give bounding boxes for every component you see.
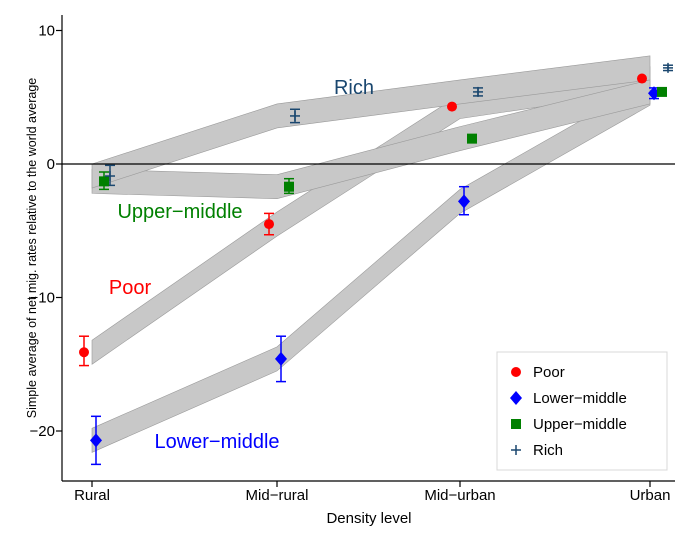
point-rich-mid-rural (290, 110, 300, 121)
legend-label-rich: Rich (533, 442, 563, 459)
legend-marker-upper-middle (511, 419, 521, 429)
x-ticks: Rural Mid−rural Mid−urban Urban (74, 481, 670, 504)
band-rich (91, 55, 651, 189)
point-upper-middle-rural (99, 176, 109, 187)
series-annotations: Poor Lower−middle Upper−middle Rich (109, 77, 374, 453)
y-tick-label: 0 (47, 156, 55, 173)
x-tick-label: Mid−urban (424, 487, 495, 504)
point-rich-mid-urban (473, 86, 483, 97)
axes (61, 15, 675, 482)
annotation-poor: Poor (109, 277, 152, 299)
point-lower-middle-mid-urban (458, 194, 470, 209)
data-markers (79, 62, 673, 448)
legend-marker-rich (511, 445, 521, 455)
legend-box (496, 351, 668, 471)
y-ticks: 10 0 −10 −20 (30, 23, 62, 440)
point-upper-middle-mid-rural (284, 181, 294, 192)
annotation-upper-middle: Upper−middle (117, 201, 242, 223)
x-axis-title: Density level (326, 510, 411, 527)
legend-marker-poor (511, 367, 521, 377)
x-tick-label: Mid−rural (246, 487, 309, 504)
point-poor-mid-rural (264, 219, 274, 230)
annotation-lower-middle: Lower−middle (154, 431, 279, 453)
legend-label-lower-middle: Lower−middle (533, 390, 627, 407)
y-axis-title: Simple average of net mig. rates relativ… (25, 78, 39, 419)
point-upper-middle-mid-urban (467, 133, 477, 144)
point-poor-rural (79, 347, 89, 358)
point-rich-rural (105, 171, 115, 182)
band-upper-middle (91, 79, 651, 200)
x-tick-label: Urban (630, 487, 671, 504)
band-lower-middle (91, 80, 651, 453)
legend-marker-lower-middle (510, 391, 522, 405)
point-upper-middle-urban (657, 86, 667, 97)
point-lower-middle-mid-rural (275, 351, 287, 366)
y-tick-label: 10 (38, 23, 55, 40)
point-lower-middle-rural (90, 433, 102, 448)
point-poor-mid-urban (447, 101, 457, 112)
legend: Poor Lower−middle Upper−middle Rich (496, 351, 668, 471)
y-tick-label: −10 (30, 290, 55, 307)
annotation-rich: Rich (334, 77, 374, 99)
confidence-bands (91, 55, 651, 453)
x-tick-label: Rural (74, 487, 110, 504)
legend-label-poor: Poor (533, 364, 565, 381)
point-rich-urban (663, 62, 673, 73)
point-poor-urban (637, 73, 647, 84)
legend-label-upper-middle: Upper−middle (533, 416, 627, 433)
y-tick-label: −20 (30, 423, 55, 440)
